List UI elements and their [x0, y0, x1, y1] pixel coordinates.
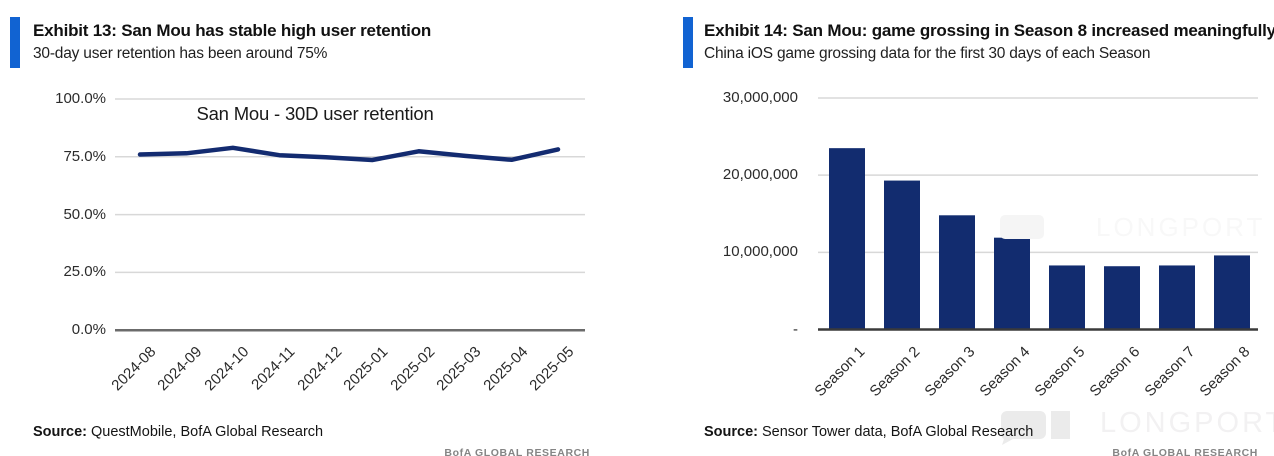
source-text: QuestMobile, BofA Global Research: [91, 424, 324, 440]
x-tick-label: Season 4: [976, 343, 1034, 401]
line-chart-title: San Mou - 30D user retention: [196, 103, 434, 124]
y-tick-label: 30,000,000: [722, 89, 798, 106]
y-tick-label: 100.0%: [55, 90, 106, 107]
x-tick-label: 2025-04: [479, 343, 531, 395]
x-tick-label: Season 1: [811, 343, 869, 401]
bofa-brand-footer-left: BofA GLOBAL RESEARCH: [444, 447, 590, 456]
y-tick-label: 75.0%: [63, 147, 106, 165]
exhibit-13-title: Exhibit 13: San Mou has stable high user…: [33, 21, 432, 40]
grossing-bar: [829, 148, 865, 330]
grossing-bar: [939, 215, 975, 330]
grossing-bar: [994, 237, 1030, 330]
y-tick-label: 0.0%: [71, 321, 106, 339]
x-tick-label: 2024-09: [154, 343, 206, 395]
longport-logo-bubble-icon: [1001, 411, 1047, 445]
x-tick-label: 2025-02: [387, 343, 438, 395]
source-text: Sensor Tower data, BofA Global Research: [762, 424, 1034, 440]
longport-logo-bar-icon: [1051, 411, 1070, 439]
y-tick-label: 50.0%: [63, 205, 106, 223]
line-chart-plot: [112, 90, 590, 342]
grossing-bar: [1214, 255, 1250, 330]
grossing-bar: [1049, 265, 1085, 330]
bar-chart-plot: [810, 90, 1264, 342]
y-tick-label: 20,000,000: [722, 166, 798, 184]
x-tick-label: Season 5: [1031, 343, 1089, 401]
exhibit-14-subtitle: China iOS game grossing data for the fir…: [704, 45, 1151, 62]
x-tick-label: Season 6: [1086, 343, 1144, 401]
longport-watermark-faint-logo: [1000, 215, 1044, 239]
x-tick-label: Season 2: [866, 343, 924, 401]
bofa-brand-footer-right: BofA GLOBAL RESEARCH: [1112, 447, 1258, 456]
exhibit-14-accent-bar: [683, 17, 693, 68]
exhibit-13-subtitle: 30-day user retention has been around 75…: [33, 45, 328, 62]
grossing-bar: [1159, 265, 1195, 330]
exhibit-14-title: Exhibit 14: San Mou: game grossing in Se…: [704, 21, 1274, 40]
exhibit-14-source: Source: Sensor Tower data, BofA Global Re…: [704, 424, 1033, 441]
x-tick-label: Season 3: [921, 343, 979, 401]
exhibit-13-source: Source: QuestMobile, BofA Global Research: [33, 424, 323, 441]
grossing-bar: [884, 180, 920, 330]
exhibit-13-accent-bar: [10, 17, 20, 68]
x-tick-label: Season 8: [1196, 343, 1254, 401]
y-tick-label: 25.0%: [63, 263, 106, 281]
source-label: Source:: [704, 424, 758, 440]
y-tick-label: -: [793, 320, 798, 338]
y-tick-label: 10,000,000: [722, 243, 798, 261]
longport-watermark-faint-text: LONGPORT: [1096, 212, 1266, 242]
retention-line-series: [137, 145, 561, 163]
x-tick-label: 2024-11: [248, 343, 299, 394]
x-tick-label: Season 7: [1141, 343, 1199, 401]
source-label: Source:: [33, 424, 87, 440]
longport-watermark-text: LONGPORT: [1100, 407, 1274, 439]
grossing-bar: [1104, 266, 1140, 330]
